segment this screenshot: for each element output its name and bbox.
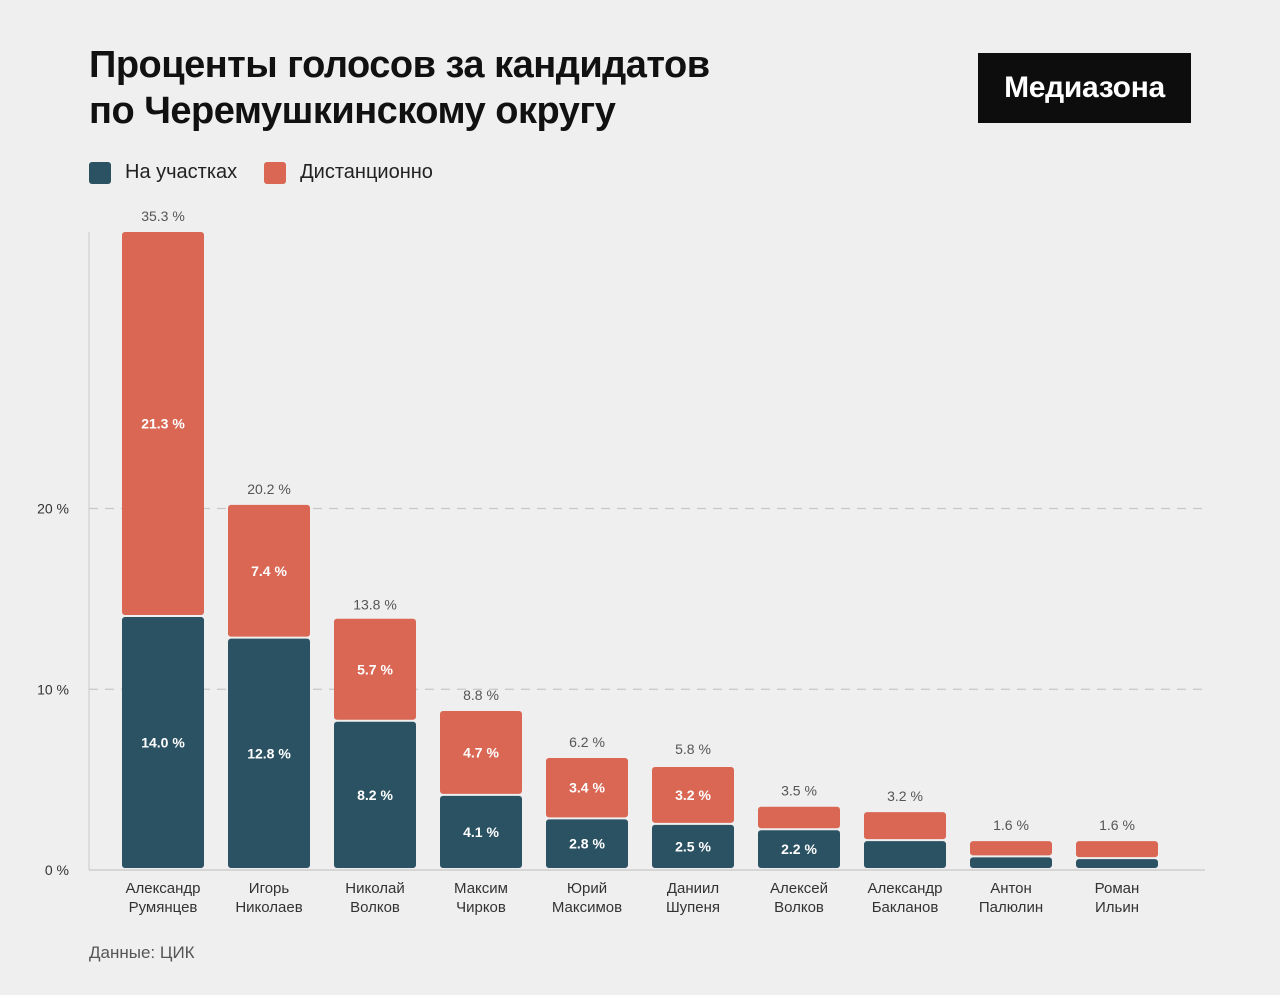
x-tick-label: Николаев [235, 899, 302, 916]
bar-label-on-site: 2.2 % [781, 841, 817, 857]
bar-on-site [1076, 859, 1158, 868]
bar-remote [440, 710, 522, 794]
bar-remote [652, 766, 734, 823]
bar-on-site [228, 638, 310, 868]
legend-item-remote: Дистанционно [264, 161, 433, 184]
bar-label-remote: 21.3 % [141, 415, 185, 431]
data-source: Данные: ЦИК [89, 943, 195, 962]
y-tick-label: 10 % [37, 681, 69, 697]
x-tick-label: Николай [345, 880, 404, 897]
bar-label-remote: 4.7 % [463, 744, 499, 760]
bar-total-label: 35.3 % [141, 208, 185, 224]
bar-remote [758, 806, 840, 829]
bar-on-site [122, 616, 204, 868]
x-tick-label: Александр [867, 880, 942, 897]
x-tick-label: Волков [774, 899, 824, 916]
bar-total-label: 1.6 % [993, 817, 1029, 833]
legend-swatch-on-site [89, 161, 111, 184]
bar-label-remote: 3.2 % [675, 787, 711, 803]
bar-remote [228, 504, 310, 637]
x-tick-label: Александр [125, 880, 200, 897]
bar-remote [1076, 841, 1158, 858]
chart-title: Проценты голосов за кандидатов по Черему… [89, 42, 909, 134]
chart-title-line-1: Проценты голосов за кандидатов [89, 44, 710, 86]
x-tick-label: Алексей [770, 880, 828, 897]
bar-label-remote: 3.4 % [569, 780, 605, 796]
legend-swatch-remote [264, 161, 287, 184]
bar-remote [334, 618, 416, 720]
bar-on-site [758, 830, 840, 868]
bar-on-site [864, 841, 946, 868]
x-tick-label: Игорь [249, 880, 290, 897]
bar-total-label: 20.2 % [247, 481, 291, 497]
x-tick-label: Румянцев [129, 899, 198, 916]
bar-total-label: 5.8 % [675, 741, 711, 757]
x-tick-label: Ильин [1095, 899, 1139, 916]
bar-total-label: 3.5 % [781, 783, 817, 799]
x-tick-label: Чирков [456, 899, 506, 916]
x-tick-label: Шупеня [666, 899, 720, 916]
bar-label-on-site: 2.5 % [675, 838, 711, 854]
bar-remote [864, 812, 946, 840]
legend-item-on-site: На участках [89, 161, 237, 184]
x-tick-label: Волков [350, 899, 400, 916]
x-tick-label: Роман [1095, 880, 1140, 897]
bar-remote [122, 232, 204, 615]
bar-remote [970, 841, 1052, 856]
x-tick-label: Максим [454, 880, 508, 897]
bar-total-label: 6.2 % [569, 734, 605, 750]
legend-label-on-site: На участках [125, 161, 238, 183]
bar-label-on-site: 14.0 % [141, 734, 185, 750]
bar-on-site [334, 721, 416, 868]
y-tick-label: 20 % [37, 501, 69, 517]
x-tick-label: Даниил [667, 880, 719, 897]
bar-label-remote: 5.7 % [357, 661, 393, 677]
bar-label-on-site: 4.1 % [463, 824, 499, 840]
bar-remote [546, 757, 628, 818]
legend: На участках Дистанционно [89, 161, 460, 184]
chart-title-line-2: по Черемушкинскому округу [89, 90, 616, 132]
x-tick-label: Антон [990, 880, 1032, 897]
bar-total-label: 3.2 % [887, 788, 923, 804]
bar-label-on-site: 12.8 % [247, 745, 291, 761]
x-tick-label: Максимов [552, 899, 622, 916]
bar-on-site [546, 819, 628, 868]
y-tick-label: 0 % [45, 862, 69, 878]
bar-total-label: 1.6 % [1099, 817, 1135, 833]
x-tick-label: Юрий [567, 880, 607, 897]
x-tick-label: Палюлин [979, 899, 1043, 916]
bar-label-remote: 7.4 % [251, 563, 287, 579]
bar-on-site [652, 824, 734, 868]
bar-label-on-site: 8.2 % [357, 787, 393, 803]
bar-label-on-site: 2.8 % [569, 836, 605, 852]
x-tick-label: Бакланов [872, 899, 939, 916]
bar-on-site [970, 857, 1052, 868]
bar-on-site [440, 795, 522, 868]
mediazona-logo: Медиазона [978, 53, 1191, 123]
bar-total-label: 13.8 % [353, 597, 397, 613]
legend-label-remote: Дистанционно [300, 161, 433, 183]
bar-total-label: 8.8 % [463, 687, 499, 703]
